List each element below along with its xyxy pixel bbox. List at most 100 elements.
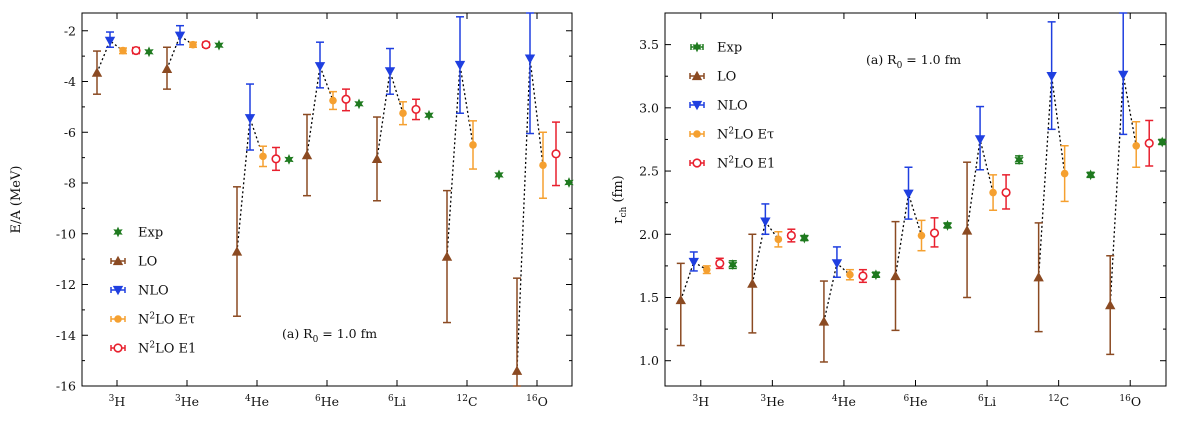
data-point-nlo <box>688 257 699 268</box>
y-tick-label: 2.0 <box>639 227 659 242</box>
y-tick-label: -12 <box>56 277 76 292</box>
data-point-exp <box>1157 136 1167 148</box>
x-tick-label: 4He <box>245 394 269 409</box>
data-point-n2lo_e1 <box>131 45 141 56</box>
data-point-exp <box>424 109 434 121</box>
convergence-line <box>166 34 194 70</box>
y-axis-label: rch (fm) <box>611 175 629 223</box>
data-point-exp <box>871 269 881 281</box>
y-tick-label: -2 <box>64 23 76 38</box>
x-tick-label: 12C <box>456 394 477 409</box>
y-axis-label: E/A (MeV) <box>9 166 24 234</box>
data-point-exp <box>214 39 224 51</box>
y-tick-label: 3.5 <box>639 37 659 52</box>
y-tick-label: 3.0 <box>639 100 659 115</box>
y-tick-label: -4 <box>64 74 76 89</box>
x-tick-label: 16O <box>1119 394 1141 409</box>
convergence-line <box>446 64 474 257</box>
convergence-line <box>1037 76 1066 278</box>
x-tick-label: 3H <box>692 394 709 409</box>
data-point-lo <box>371 153 383 164</box>
data-point-exp <box>284 154 294 165</box>
data-point-nlo <box>903 189 914 200</box>
data-point-lo <box>161 63 173 73</box>
data-point-n2lo_e1 <box>1144 138 1154 148</box>
data-point-exp <box>799 232 810 244</box>
legend-label: Exp <box>138 226 163 241</box>
legend-label: N2LO E1 <box>717 156 775 172</box>
data-point-lo <box>747 278 758 288</box>
data-point-lo <box>441 251 453 261</box>
data-point-lo <box>818 316 830 326</box>
x-tick-label: 3He <box>175 394 199 409</box>
data-point-n2lo_e1 <box>929 228 940 238</box>
legend-label: N2LO E1 <box>138 341 196 357</box>
y-tick-label: -16 <box>56 379 76 394</box>
data-point-nlo <box>174 31 186 42</box>
data-point-exp <box>942 220 953 231</box>
plot-frame <box>664 12 1167 387</box>
data-point-nlo <box>454 60 466 71</box>
panel-annotation: (a) R0 = 1.0 fm <box>282 326 377 345</box>
data-point-n2lo_etau <box>774 235 783 244</box>
data-point-nlo <box>314 62 326 72</box>
x-tick-label: 3H <box>109 394 126 409</box>
x-tick-label: 6Li <box>978 394 996 409</box>
data-point-n2lo_e1 <box>551 149 561 159</box>
legend-label: N2LO Eτ <box>138 312 195 328</box>
legend-marker-nlo <box>112 285 124 296</box>
data-point-n2lo_e1 <box>1001 187 1011 198</box>
data-point-exp <box>1085 169 1096 181</box>
data-point-n2lo_etau <box>259 152 267 161</box>
x-tick-label: 16O <box>526 394 548 409</box>
data-point-nlo <box>974 135 986 145</box>
data-point-lo <box>301 149 313 160</box>
data-point-lo <box>1033 272 1044 282</box>
data-point-n2lo_etau <box>1060 169 1069 178</box>
y-tick-label: -14 <box>56 328 76 343</box>
data-point-n2lo_etau <box>189 40 197 49</box>
y-tick-label: 2.5 <box>639 164 659 179</box>
panel-annotation: (a) R0 = 1.0 fm <box>866 52 961 71</box>
y-tick-label: 1.5 <box>639 290 659 305</box>
data-point-lo <box>231 246 243 256</box>
legend-label: NLO <box>138 284 169 299</box>
legend-marker-nlo <box>691 100 703 111</box>
data-point-exp <box>564 177 574 188</box>
legend-label: Exp <box>717 41 742 56</box>
data-point-n2lo_etau <box>702 265 711 274</box>
y-tick-label: -6 <box>64 125 76 140</box>
data-point-n2lo_e1 <box>341 94 351 104</box>
convergence-line <box>376 71 404 159</box>
data-point-exp <box>728 259 738 271</box>
data-point-nlo <box>1046 72 1057 82</box>
data-point-exp <box>354 98 364 110</box>
data-point-nlo <box>831 259 843 269</box>
legend-marker-lo <box>691 70 703 81</box>
legend-label: NLO <box>717 99 748 114</box>
right-panel-charge-radius: 1.0 1.5 2.0 2.5 3.0 3.5 3H 3He 4He 6He 6Li 12C 16O rc… <box>611 12 1167 409</box>
legend-marker-n2lo_e1 <box>692 158 702 168</box>
legend-marker-n2lo_etau <box>114 315 122 323</box>
legend-marker-exp <box>692 41 702 53</box>
data-point-lo <box>890 270 901 281</box>
data-point-nlo <box>524 54 536 64</box>
data-point-nlo <box>384 67 396 77</box>
data-point-n2lo_e1 <box>715 258 725 268</box>
legend-label: LO <box>138 255 157 270</box>
convergence-line <box>894 193 923 277</box>
data-point-n2lo_etau <box>119 46 127 55</box>
convergence-line <box>96 39 124 73</box>
x-tick-label: 6He <box>903 394 927 409</box>
data-point-lo <box>511 365 523 375</box>
x-tick-label: 12C <box>1048 394 1069 409</box>
data-point-nlo <box>1118 70 1129 81</box>
x-tick-label: 6Li <box>388 394 406 409</box>
y-tick-label: 1.0 <box>639 353 659 368</box>
data-point-n2lo_etau <box>1132 141 1141 150</box>
data-point-n2lo_etau <box>989 188 997 197</box>
data-point-exp <box>1014 154 1024 166</box>
data-point-nlo <box>104 36 116 47</box>
legend-label: N2LO Eτ <box>717 127 774 143</box>
